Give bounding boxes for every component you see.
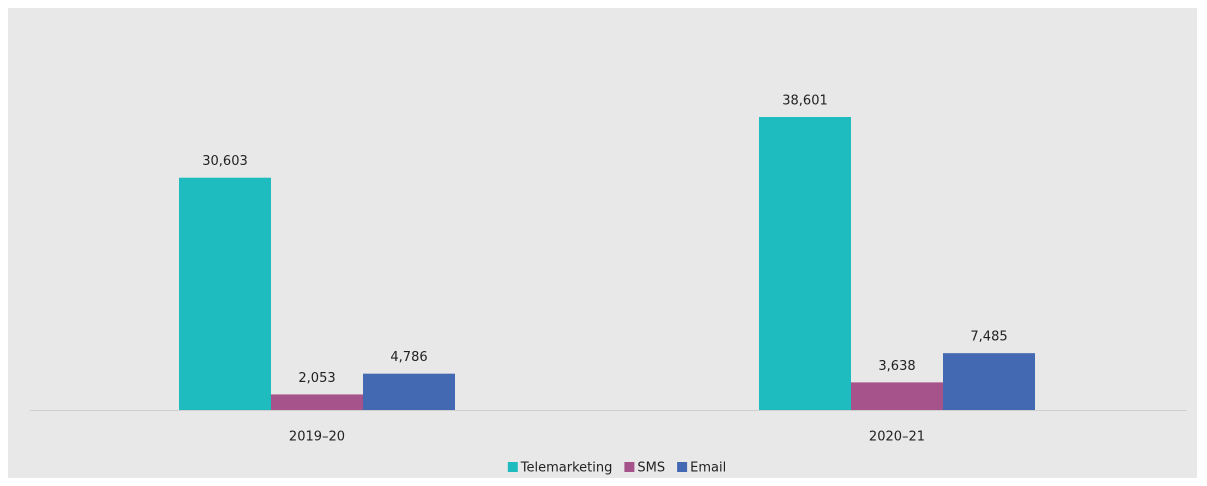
data-label: 30,603 bbox=[202, 154, 248, 169]
x-tick-label: 2020–21 bbox=[869, 430, 925, 445]
legend-label: Telemarketing bbox=[520, 461, 613, 476]
legend-label: SMS bbox=[637, 461, 665, 476]
data-label: 3,638 bbox=[878, 359, 915, 374]
bar bbox=[851, 382, 943, 410]
bar bbox=[363, 373, 455, 410]
bar bbox=[943, 353, 1035, 410]
bar bbox=[759, 117, 851, 410]
data-label: 4,786 bbox=[390, 350, 427, 365]
legend-swatch bbox=[624, 462, 635, 472]
legend-label: Email bbox=[690, 461, 726, 476]
x-tick-label: 2019–20 bbox=[289, 430, 345, 445]
legend-swatch bbox=[507, 462, 518, 472]
legend-swatch bbox=[677, 462, 688, 472]
bar bbox=[271, 394, 363, 410]
data-label: 2,053 bbox=[298, 371, 335, 386]
data-label: 7,485 bbox=[970, 330, 1007, 345]
bar bbox=[179, 177, 271, 410]
data-label: 38,601 bbox=[782, 94, 828, 109]
